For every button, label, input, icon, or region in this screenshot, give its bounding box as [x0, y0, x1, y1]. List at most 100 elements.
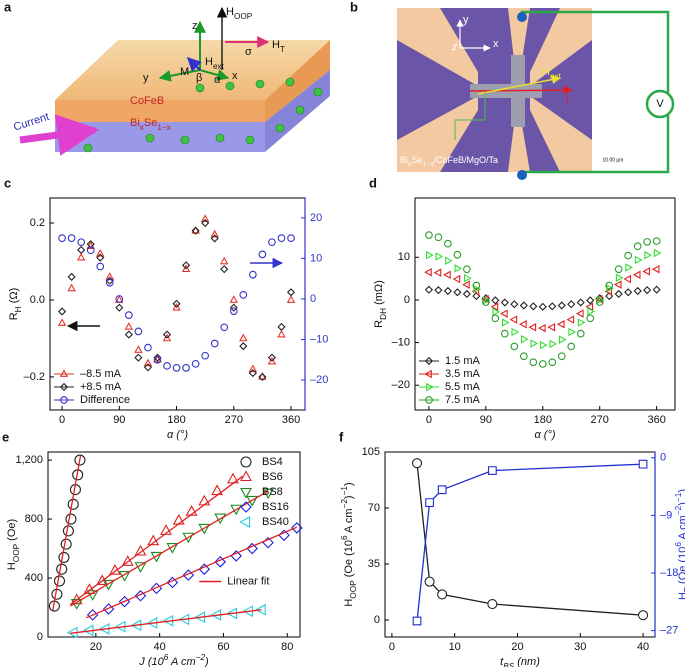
contact: [517, 12, 527, 22]
label: 10.00 µm: [603, 157, 624, 163]
marker: [585, 302, 594, 312]
marker: [614, 289, 623, 299]
panel-letter: c: [4, 175, 11, 190]
marker: [424, 576, 435, 587]
legend-label: –8.5 mA: [80, 368, 122, 380]
text-part: T: [280, 45, 285, 54]
marker: [67, 234, 76, 242]
text-part: 1−x: [422, 161, 434, 168]
label: Hext: [542, 66, 562, 81]
marker: [102, 603, 115, 615]
legend-marker: [59, 369, 69, 377]
marker: [625, 263, 633, 272]
marker: [200, 214, 210, 223]
y-axis-label: HOOP (Oe): [6, 519, 21, 570]
label: I: [566, 94, 569, 106]
marker: [487, 466, 497, 475]
marker: [134, 327, 143, 336]
text-part: (nm): [514, 656, 540, 667]
marker: [58, 234, 66, 242]
marker: [162, 330, 172, 339]
marker: [239, 333, 248, 342]
marker: [115, 303, 124, 312]
legend-label: BS4: [262, 456, 283, 468]
text-part: −2: [196, 653, 206, 662]
label: Hext: [205, 56, 225, 71]
marker: [134, 353, 143, 362]
marker: [125, 311, 133, 319]
marker: [163, 361, 171, 370]
marker: [529, 358, 538, 367]
marker: [77, 245, 86, 255]
marker: [76, 252, 86, 261]
marker: [287, 234, 295, 242]
x-axis-label: α (°): [167, 429, 188, 441]
legend-marker: [59, 382, 69, 392]
marker: [510, 342, 519, 351]
x-tick-label: 40: [154, 641, 166, 653]
marker: [567, 300, 576, 309]
fit-line: [52, 455, 82, 611]
x-tick-label: 90: [480, 414, 492, 426]
marker: [462, 289, 471, 299]
marker: [83, 583, 96, 594]
marker: [134, 345, 143, 353]
marker: [258, 372, 267, 380]
marker: [528, 323, 537, 332]
marker: [492, 307, 501, 317]
y2-tick-label: 20: [310, 212, 322, 224]
legend-marker: [240, 470, 252, 482]
x-tick-label: 360: [282, 414, 300, 426]
y-tick-label: –0.2: [24, 371, 45, 383]
marker: [642, 267, 651, 276]
x-tick-label: 80: [281, 641, 293, 653]
plot-frame: [414, 197, 676, 411]
marker: [557, 301, 566, 310]
panel-letter: e: [2, 429, 9, 444]
marker: [411, 458, 423, 469]
marker: [633, 286, 642, 296]
label: V: [656, 98, 664, 110]
marker: [239, 342, 248, 351]
legend-label: 1.5 mA: [445, 355, 481, 367]
marker: [587, 307, 595, 316]
marker: [638, 610, 649, 621]
marker: [172, 299, 181, 308]
marker: [613, 280, 622, 289]
text-part: ): [203, 656, 209, 667]
legend-marker: [425, 396, 433, 404]
x-tick-label: 180: [534, 414, 552, 426]
marker: [437, 485, 447, 495]
marker: [248, 364, 258, 373]
y-tick-label: 1,200: [15, 454, 43, 466]
marker: [614, 265, 623, 274]
text-part: 6: [674, 542, 683, 547]
x-tick-label: 180: [167, 414, 185, 426]
marker: [452, 274, 461, 284]
marker: [643, 238, 652, 246]
y-tick-label: 0.0: [30, 294, 45, 306]
marker: [239, 291, 248, 299]
current-arrow: [19, 114, 100, 156]
marker: [443, 270, 451, 280]
marker: [162, 333, 172, 342]
marker: [182, 532, 195, 544]
y-axis-label: HOOP (Oe (106 A cm−2)−1): [340, 482, 358, 606]
legend-marker: [426, 382, 434, 392]
text-part: ): [677, 489, 685, 493]
label: α: [214, 74, 221, 86]
legend-marker: [239, 516, 251, 528]
x-axis-label: J (106 A cm−2): [138, 653, 209, 667]
marker: [623, 274, 632, 284]
text-part: OOP: [12, 543, 21, 562]
y2-tick-label: –20: [310, 374, 328, 386]
x-tick-label: 40: [637, 641, 649, 653]
marker: [65, 513, 77, 525]
marker: [538, 302, 547, 311]
marker: [105, 272, 115, 280]
y-tick-label: 105: [362, 446, 380, 458]
marker: [548, 358, 557, 367]
marker: [153, 355, 162, 364]
x-tick-label: 0: [389, 641, 395, 653]
marker: [624, 288, 633, 297]
